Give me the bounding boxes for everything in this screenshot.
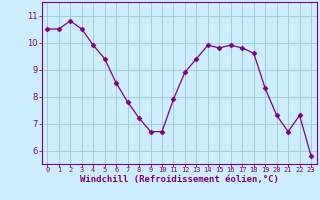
X-axis label: Windchill (Refroidissement éolien,°C): Windchill (Refroidissement éolien,°C): [80, 175, 279, 184]
